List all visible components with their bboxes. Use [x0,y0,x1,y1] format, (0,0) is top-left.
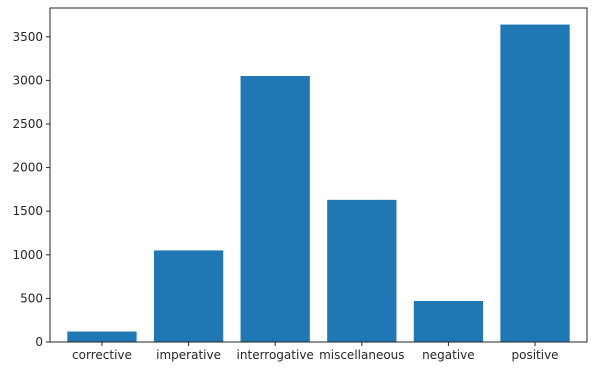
x-tick-label: corrective [72,348,132,362]
y-tick-label: 2000 [12,161,43,175]
x-axis: corrective imperative interrogative miscell… [72,342,559,362]
bar-negative [413,301,484,342]
bar-corrective [67,331,137,342]
y-tick-label: 0 [35,335,43,349]
bar-positive [500,24,570,342]
bars-layer [67,24,570,343]
y-tick-label: 1500 [12,204,43,218]
plot-frame [49,7,588,343]
x-tick-label: imperative [156,348,221,362]
y-tick-label: 1000 [12,248,43,262]
bar-interrogative [240,76,310,343]
x-tick-label: positive [511,348,558,362]
x-tick-label: miscellaneous [319,348,404,362]
y-axis: 0 500 1000 1500 2000 2500 3000 3500 [12,30,50,349]
bar-miscellaneous [327,199,397,342]
bar-imperative [153,250,224,342]
x-tick-label: negative [422,348,474,362]
y-tick-label: 2500 [12,117,43,131]
y-tick-label: 500 [20,291,43,305]
y-tick-label: 3000 [12,73,43,87]
x-tick-label: interrogative [237,348,314,362]
y-tick-label: 3500 [12,30,43,44]
